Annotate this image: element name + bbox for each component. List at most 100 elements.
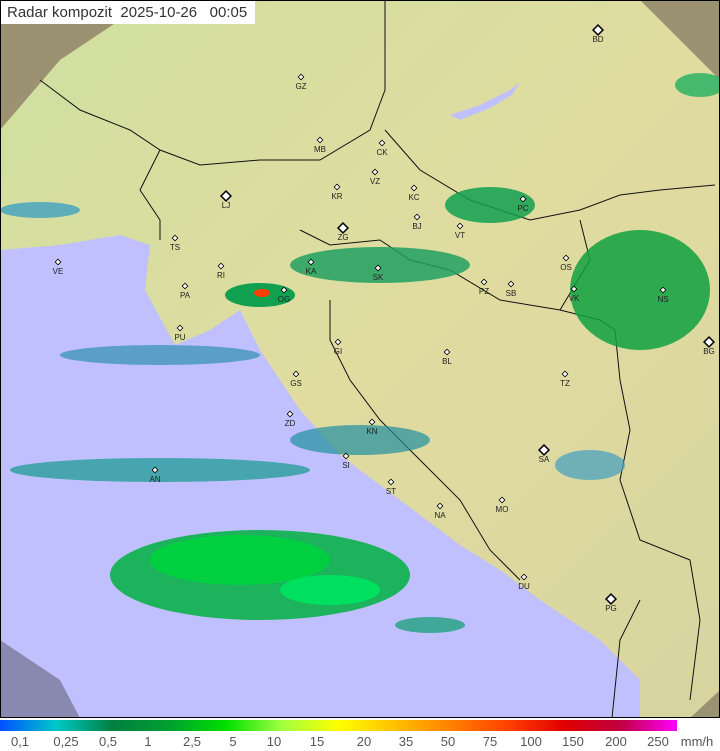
city-marker-icon bbox=[561, 370, 569, 378]
city-label: BL bbox=[442, 357, 452, 366]
city-tz: TZ bbox=[560, 370, 570, 388]
radar-map[interactable]: GZ BD MB CK VZ KR KC LJ PC BJ VT ZG TS VE RI KA SK OS PA OG… bbox=[0, 0, 720, 718]
city-marker-icon bbox=[286, 410, 294, 418]
legend-tick: 75 bbox=[482, 734, 498, 749]
city-pz: PZ bbox=[479, 278, 489, 296]
city-marker-icon bbox=[519, 195, 527, 203]
city-marker-icon bbox=[316, 136, 324, 144]
city-label: CK bbox=[376, 148, 388, 157]
city-bl: BL bbox=[442, 348, 452, 366]
legend-tick: 50 bbox=[440, 734, 456, 749]
city-pa: PA bbox=[180, 282, 191, 300]
city-label: OG bbox=[278, 295, 290, 304]
city-marker-icon bbox=[342, 452, 350, 460]
city-label: MB bbox=[314, 145, 326, 154]
legend-tick: 250 bbox=[647, 734, 669, 749]
city-marker-icon bbox=[217, 262, 225, 270]
city-marker-icon bbox=[570, 285, 578, 293]
city-marker-icon bbox=[54, 258, 62, 266]
city-sb: SB bbox=[506, 280, 516, 298]
title-date: 2025-10-26 bbox=[120, 4, 198, 21]
sea-outside bbox=[0, 640, 80, 718]
city-marker-icon bbox=[604, 592, 618, 606]
city-marker-icon bbox=[436, 502, 444, 510]
map-title: Radar kompozit 2025-10-26 00:05 bbox=[1, 1, 256, 24]
city-an: AN bbox=[149, 466, 161, 484]
city-marker-icon bbox=[368, 418, 376, 426]
city-ns: NS bbox=[657, 286, 669, 304]
city-marker-icon bbox=[507, 280, 515, 288]
legend-tick: 15 bbox=[309, 734, 325, 749]
city-marker-icon bbox=[591, 23, 605, 37]
city-marker-icon bbox=[498, 496, 506, 504]
city-label: BD bbox=[592, 35, 603, 44]
city-vk: VK bbox=[569, 285, 580, 303]
city-marker-icon bbox=[387, 478, 395, 486]
city-label: KN bbox=[366, 427, 377, 436]
lake-balaton bbox=[450, 82, 520, 120]
city-marker-icon bbox=[659, 286, 667, 294]
city-marker-icon bbox=[562, 254, 570, 262]
legend-tick: 0,25 bbox=[53, 734, 79, 749]
city-label: OS bbox=[560, 263, 572, 272]
city-marker-icon bbox=[292, 370, 300, 378]
city-label: PZ bbox=[479, 287, 489, 296]
city-marker-icon bbox=[702, 335, 716, 349]
city-markers: GZ BD MB CK VZ KR KC LJ PC BJ VT ZG TS VE RI KA SK OS PA OG… bbox=[53, 23, 716, 613]
city-zg: ZG bbox=[336, 221, 350, 242]
city-label: ZG bbox=[337, 233, 348, 242]
city-ve: VE bbox=[53, 258, 64, 276]
city-label: ST bbox=[386, 487, 396, 496]
city-vz: VZ bbox=[370, 168, 380, 186]
city-marker-icon bbox=[181, 282, 189, 290]
legend-tick: 0,5 bbox=[98, 734, 118, 749]
city-label: VT bbox=[455, 231, 465, 240]
city-label: TS bbox=[170, 243, 180, 252]
precipitation-color-scale bbox=[0, 720, 677, 731]
city-marker-icon bbox=[410, 184, 418, 192]
city-marker-icon bbox=[171, 234, 179, 242]
city-label: KC bbox=[408, 193, 419, 202]
city-label: BJ bbox=[412, 222, 421, 231]
city-label: ZD bbox=[285, 419, 296, 428]
city-label: VK bbox=[569, 294, 580, 303]
city-label: LJ bbox=[222, 201, 230, 210]
city-marker-icon bbox=[333, 183, 341, 191]
city-st: ST bbox=[386, 478, 396, 496]
city-label: KA bbox=[306, 267, 317, 276]
city-og: OG bbox=[278, 286, 290, 304]
city-marker-icon bbox=[297, 73, 305, 81]
city-marker-icon bbox=[280, 286, 288, 294]
city-marker-icon bbox=[456, 222, 464, 230]
legend-tick: 1 bbox=[144, 734, 152, 749]
city-label: NA bbox=[434, 511, 446, 520]
city-marker-icon bbox=[480, 278, 488, 286]
city-label: PG bbox=[605, 604, 617, 613]
city-label: BG bbox=[703, 347, 715, 356]
legend-tick: 200 bbox=[605, 734, 627, 749]
legend-unit: mm/h bbox=[680, 734, 714, 749]
city-bg: BG bbox=[702, 335, 716, 356]
city-zd: ZD bbox=[285, 410, 296, 428]
city-gz: GZ bbox=[295, 73, 307, 91]
city-vt: VT bbox=[455, 222, 465, 240]
city-lj: LJ bbox=[219, 189, 233, 210]
city-mo: MO bbox=[496, 496, 508, 514]
city-label: VZ bbox=[370, 177, 380, 186]
legend-tick: 2,5 bbox=[182, 734, 202, 749]
city-gi: GI bbox=[334, 338, 342, 356]
title-time: 00:05 bbox=[209, 4, 248, 21]
city-label: GS bbox=[290, 379, 302, 388]
city-label: VE bbox=[53, 267, 64, 276]
city-du: DU bbox=[518, 573, 530, 591]
legend-tick: 100 bbox=[520, 734, 542, 749]
city-label: RI bbox=[217, 271, 225, 280]
city-ck: CK bbox=[376, 139, 388, 157]
city-label: PC bbox=[517, 204, 528, 213]
city-label: SA bbox=[539, 455, 550, 464]
city-marker-icon bbox=[307, 258, 315, 266]
city-pg: PG bbox=[604, 592, 618, 613]
city-label: KR bbox=[331, 192, 342, 201]
city-label: SI bbox=[342, 461, 350, 470]
legend-tick: 20 bbox=[356, 734, 372, 749]
